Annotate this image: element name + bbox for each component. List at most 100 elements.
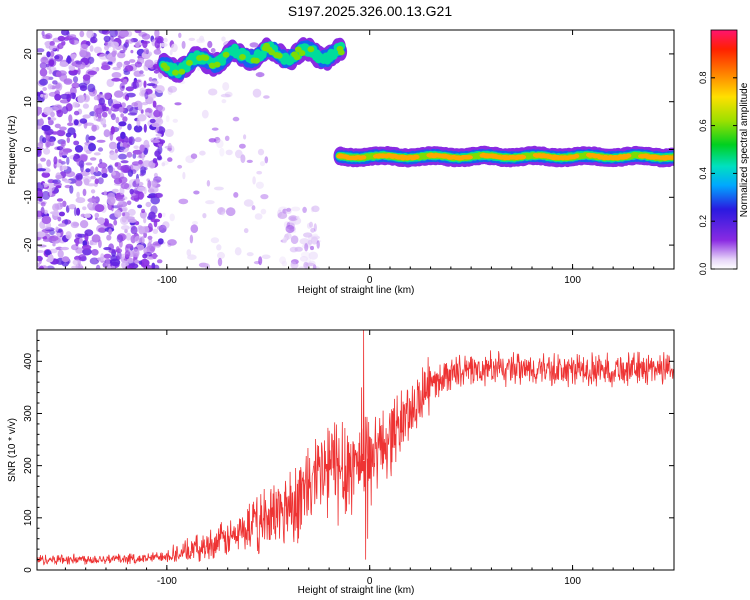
noise-speck-0 (93, 96, 99, 101)
noise-speck-2 (289, 246, 298, 253)
noise-speck-1 (163, 37, 168, 43)
noise-speck-0 (82, 103, 89, 109)
noise-speck-1 (217, 257, 223, 267)
noise-speck-0 (60, 246, 69, 251)
spectrogram-ytick-label: 10 (23, 96, 34, 108)
noise-speck-0 (95, 166, 99, 173)
noise-speck-0 (86, 30, 94, 39)
noise-speck-0 (84, 229, 94, 237)
noise-speck-0 (131, 81, 140, 89)
noise-speck-2 (300, 251, 311, 258)
noise-speck-0 (127, 123, 132, 131)
noise-speck-0 (96, 217, 106, 225)
noise-speck-2 (307, 239, 313, 245)
noise-speck-0 (38, 197, 43, 202)
noise-speck-0 (141, 33, 151, 40)
noise-speck-0 (147, 188, 155, 193)
noise-speck-0 (110, 113, 116, 121)
noise-speck-2 (310, 227, 316, 233)
noise-speck-0 (133, 79, 141, 83)
noise-speck-0 (100, 64, 111, 71)
noise-speck-1 (168, 145, 175, 153)
noise-speck-0 (71, 53, 77, 59)
noise-speck-2 (279, 256, 286, 265)
noise-speck-0 (151, 180, 158, 188)
noise-speck-0 (42, 92, 49, 100)
snr-axes: -100 0 100 0 100 200 300 400 (23, 330, 675, 587)
noise-speck-0 (68, 66, 76, 71)
noise-speck-1 (164, 129, 174, 137)
noise-speck-0 (122, 116, 128, 122)
noise-speck-0 (150, 139, 161, 143)
noise-speck-1 (167, 147, 172, 151)
colorbar-label: Normalized spectral amplitude (739, 82, 750, 217)
noise-speck-0 (91, 124, 97, 132)
noise-speck-0 (114, 148, 118, 154)
noise-speck-0 (122, 196, 128, 200)
ridge-blob (213, 61, 221, 68)
ridge-blob (222, 51, 230, 58)
noise-speck-0 (75, 241, 79, 247)
noise-speck-0 (118, 125, 122, 130)
noise-speck-0 (49, 248, 58, 254)
noise-speck-0 (41, 30, 45, 36)
noise-speck-0 (139, 173, 144, 177)
noise-speck-0 (121, 102, 126, 108)
noise-speck-0 (135, 73, 145, 77)
noise-speck-0 (115, 246, 120, 253)
noise-speck-0 (79, 30, 85, 38)
snr-ylabel: SNR (10 * v/v) (7, 418, 18, 482)
noise-speck-2 (291, 259, 299, 265)
noise-speck-0 (108, 249, 118, 254)
noise-speck-1 (211, 127, 219, 131)
noise-speck-0 (41, 215, 52, 225)
noise-speck-0 (114, 209, 122, 218)
noise-speck-2 (299, 238, 310, 245)
noise-speck-1 (224, 135, 230, 141)
noise-speck-1 (260, 208, 267, 215)
noise-speck-0 (157, 212, 163, 219)
noise-speck-1 (167, 142, 172, 152)
noise-speck-0 (84, 122, 94, 126)
noise-speck-1 (216, 139, 224, 149)
noise-speck-0 (75, 247, 84, 254)
noise-speck-1 (233, 192, 239, 198)
noise-speck-0 (40, 94, 44, 98)
ridge-blob (178, 68, 186, 75)
noise-speck-0 (85, 162, 93, 166)
noise-speck-0 (118, 146, 126, 150)
noise-speck-0 (112, 188, 119, 193)
noise-speck-0 (73, 207, 78, 217)
noise-speck-0 (119, 50, 126, 54)
noise-speck-0 (141, 101, 149, 106)
noise-speck-2 (310, 236, 319, 245)
noise-speck-1 (214, 136, 221, 144)
noise-speck-2 (288, 215, 298, 222)
noise-speck-1 (261, 254, 271, 260)
noise-speck-0 (58, 159, 62, 164)
noise-speck-0 (103, 129, 111, 138)
ridge-blob (625, 153, 632, 158)
noise-speck-0 (57, 216, 62, 222)
noise-speck-0 (55, 83, 61, 89)
noise-speck-0 (82, 175, 92, 183)
noise-speck-0 (150, 196, 160, 205)
noise-speck-0 (155, 133, 162, 137)
noise-speck-0 (37, 124, 42, 130)
noise-speck-0 (112, 171, 116, 176)
noise-speck-0 (154, 150, 161, 157)
noise-speck-0 (39, 62, 47, 70)
noise-speck-1 (196, 38, 205, 44)
noise-speck-0 (87, 83, 96, 93)
noise-speck-0 (103, 247, 112, 251)
noise-speck-2 (312, 264, 317, 269)
noise-speck-0 (60, 93, 71, 100)
noise-speck-1 (206, 180, 211, 187)
noise-speck-0 (82, 74, 91, 81)
noise-speck-0 (48, 69, 52, 75)
noise-speck-0 (119, 30, 129, 38)
noise-speck-0 (88, 143, 96, 152)
noise-speck-0 (156, 37, 163, 44)
noise-speck-2 (281, 260, 288, 267)
noise-speck-0 (146, 83, 156, 87)
